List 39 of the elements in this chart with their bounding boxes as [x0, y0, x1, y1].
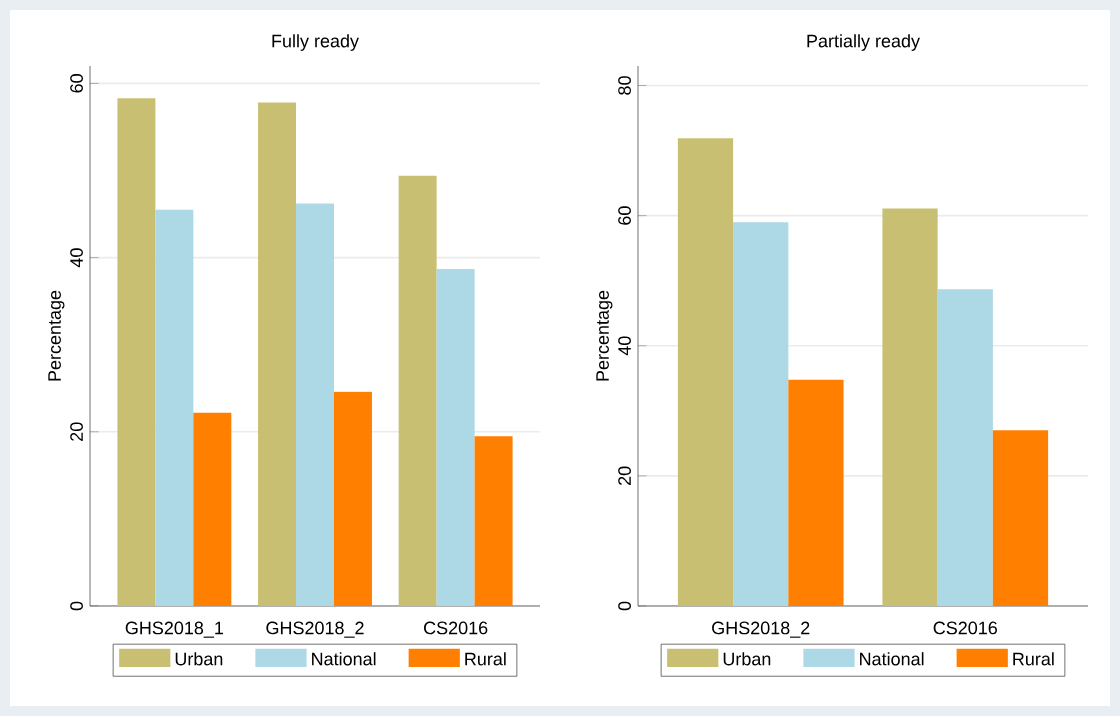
- bar: [474, 436, 513, 606]
- y-tick-label: 60: [70, 74, 83, 93]
- bar: [398, 175, 437, 606]
- y-tick-label: 0: [618, 601, 631, 611]
- legend-label: Rural: [1013, 652, 1054, 666]
- y-tick-label: 20: [70, 422, 83, 441]
- chart-title: Partially ready: [807, 34, 920, 51]
- bar: [155, 209, 194, 606]
- y-tick-label: 80: [618, 76, 631, 95]
- chart-title: Fully ready: [272, 34, 359, 51]
- bar: [117, 98, 156, 606]
- bar: [258, 102, 297, 606]
- x-tick-label: GHS2018_2: [266, 621, 364, 638]
- legend-label: Rural: [465, 652, 506, 666]
- legend-label: National: [860, 652, 924, 666]
- legend-label: Urban: [175, 652, 223, 666]
- y-tick-label: 20: [618, 466, 631, 485]
- y-tick-label: 60: [618, 206, 631, 225]
- legend-label: National: [312, 652, 376, 666]
- bar: [193, 412, 232, 606]
- y-tick-label: 40: [618, 336, 631, 356]
- x-tick-label: CS2016: [933, 621, 997, 635]
- x-tick-label: GHS2018_2: [712, 621, 810, 638]
- bar: [882, 208, 938, 606]
- y-axis-title: Percentage: [596, 290, 613, 381]
- bar: [677, 138, 734, 606]
- bar: [296, 203, 334, 606]
- bar: [992, 430, 1049, 606]
- x-tick-label: GHS2018_1: [125, 621, 224, 638]
- x-tick-label: CS2016: [424, 621, 488, 635]
- legend-label: Urban: [723, 652, 771, 666]
- bar: [937, 289, 993, 606]
- y-tick-label: 0: [70, 601, 83, 611]
- y-tick-label: 40: [70, 248, 83, 268]
- bar: [333, 391, 372, 606]
- bar: [733, 222, 789, 606]
- bar: [788, 379, 844, 606]
- bar: [436, 268, 475, 606]
- y-axis-title: Percentage: [48, 290, 65, 381]
